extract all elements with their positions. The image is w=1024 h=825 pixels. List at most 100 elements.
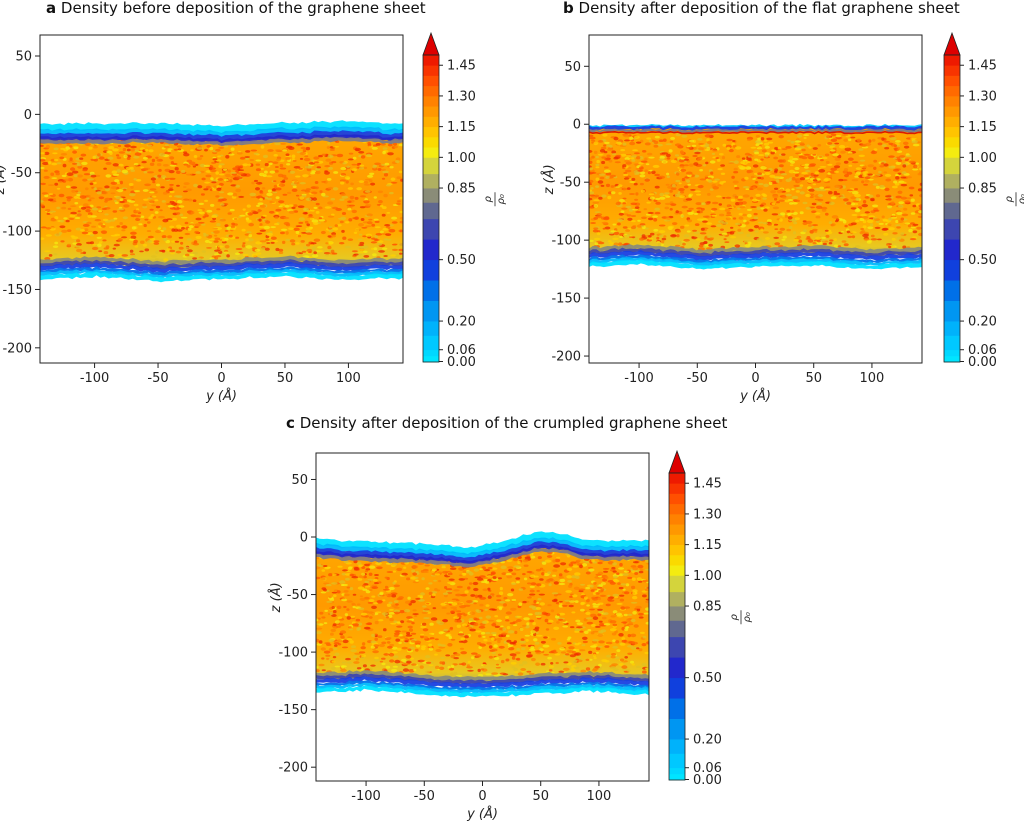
colorbar-level [423, 259, 439, 281]
colorbar-level [669, 753, 685, 769]
colorbar-level [669, 575, 685, 593]
panel-b-title: b Density after deposition of the flat g… [563, 0, 960, 17]
colorbar-label-denominator: ρ₀ [742, 612, 753, 622]
panel-a-title-text: Density before deposition of the graphen… [60, 0, 426, 17]
colorbar-level [423, 355, 439, 363]
y-tick-label: 50 [15, 50, 32, 65]
panel-a-letter: a [46, 0, 57, 17]
colorbar-level [669, 565, 685, 576]
colorbar-level [669, 718, 685, 740]
colorbar-level [423, 202, 439, 220]
colorbar-tick-label: 0.00 [693, 773, 722, 788]
colorbar-level [944, 75, 960, 87]
colorbar-level [944, 355, 960, 363]
x-tick-label: -50 [147, 371, 168, 386]
x-tick-label: 50 [277, 371, 294, 386]
colorbar-label-numerator: ρ [1004, 195, 1015, 202]
colorbar-label: ρ ρ₀ [729, 610, 753, 625]
panel-c-density-field [316, 531, 649, 698]
colorbar-level [944, 188, 960, 203]
colorbar-extend-tip [422, 31, 440, 56]
colorbar-label-denominator: ρ₀ [496, 194, 507, 204]
panel-b-speckle-texture [589, 133, 922, 251]
colorbar-level [423, 75, 439, 87]
y-tick-label: -150 [2, 283, 32, 298]
colorbar-level [944, 126, 960, 138]
y-tick-label: 0 [300, 531, 308, 546]
colorbar-level [423, 280, 439, 301]
x-axis-label: y (Å) [466, 806, 498, 822]
colorbar-level [423, 321, 439, 336]
colorbar-tick-label: 1.30 [447, 89, 476, 104]
colorbar-level [669, 698, 685, 719]
colorbar-tick-label: 1.15 [693, 538, 722, 553]
panel-c-title-text: Density after deposition of the crumpled… [299, 414, 728, 432]
panel-a-density-field [40, 120, 403, 283]
colorbar-level [669, 657, 685, 679]
panel-c: -100 -50 0 50 100 50 0 -50 -100 -150 -200 y (Å) z (Å… [268, 449, 753, 822]
colorbar-level [669, 591, 685, 607]
colorbar-level [423, 349, 439, 357]
colorbar-extend-tip [668, 449, 686, 474]
colorbar-level [669, 513, 685, 525]
colorbar-level [944, 280, 960, 301]
panel-b-colorbar: 0.000.06 0.20 0.50 0.85 1.00 1.15 1.30 1.45 ρ ρ₀ [943, 31, 1024, 370]
colorbar-tick-label: 1.45 [693, 477, 722, 492]
colorbar-level [944, 147, 960, 158]
x-tick-label: 0 [217, 371, 225, 386]
x-tick-label: -50 [687, 371, 708, 386]
x-tick-label: 50 [532, 789, 549, 804]
y-tick-label: -100 [551, 234, 581, 249]
colorbar-tick-label: 0.50 [447, 253, 476, 268]
colorbar-level [944, 349, 960, 357]
colorbar-frame [943, 54, 961, 363]
colorbar-level [944, 116, 960, 128]
panel-b-title-text: Density after deposition of the flat gra… [578, 0, 960, 17]
panel-b-graphene-sheet-line [589, 130, 922, 135]
panel-a: -100 -50 0 50 100 50 0 -50 -100 -150 -200 y (Å) z (Å… [0, 31, 507, 404]
panel-b-density-field [589, 123, 922, 270]
colorbar-tick-label: 1.15 [447, 120, 476, 135]
colorbar-level [669, 483, 685, 494]
colorbar-tick-label: 1.45 [968, 59, 997, 74]
colorbar-level [423, 136, 439, 148]
colorbar-level [944, 239, 960, 261]
colorbar-level [669, 554, 685, 566]
colorbar-level [669, 524, 685, 535]
colorbar-level [669, 534, 685, 546]
colorbar-tick-label: 0.85 [693, 600, 722, 615]
colorbar-level [669, 503, 685, 515]
colorbar-level [944, 321, 960, 336]
colorbar-level [944, 259, 960, 281]
x-axis-label: y (Å) [739, 388, 771, 404]
colorbar-level [944, 106, 960, 117]
x-tick-label: 100 [860, 371, 885, 386]
x-tick-label: 100 [336, 371, 361, 386]
x-tick-label: -100 [80, 371, 110, 386]
colorbar-level [423, 106, 439, 117]
colorbar-level [423, 300, 439, 322]
y-tick-label: 50 [291, 473, 308, 488]
colorbar-level [423, 239, 439, 261]
colorbar-level [669, 544, 685, 556]
y-tick-label: -200 [278, 761, 308, 776]
panel-b: -100 -50 0 50 100 50 0 -50 -100 -150 -200 y (Å) z (Å… [541, 31, 1024, 404]
colorbar-level [944, 335, 960, 351]
colorbar-frame [422, 54, 440, 363]
x-tick-label: 0 [478, 789, 486, 804]
colorbar-level [423, 116, 439, 128]
colorbar-tick-label: 0.20 [968, 315, 997, 330]
colorbar-level [944, 136, 960, 148]
colorbar-level [944, 95, 960, 107]
colorbar-tick-label: 0.85 [968, 182, 997, 197]
x-tick-label: -100 [351, 789, 381, 804]
x-tick-label: 50 [805, 371, 822, 386]
colorbar-level [944, 173, 960, 189]
colorbar-tick-label: 1.00 [968, 151, 997, 166]
y-tick-label: 0 [24, 108, 32, 123]
colorbar-tick-label: 0.50 [968, 253, 997, 268]
y-axis-label: z (Å) [541, 164, 557, 195]
colorbar-tick-label: 0.20 [693, 733, 722, 748]
colorbar-level [423, 147, 439, 158]
colorbar-level [669, 677, 685, 699]
